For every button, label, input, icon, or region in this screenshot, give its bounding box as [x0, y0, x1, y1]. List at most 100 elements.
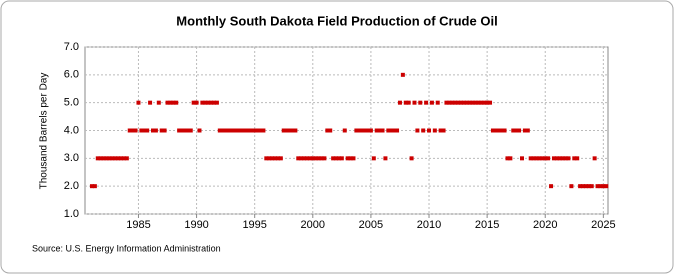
point [554, 156, 559, 161]
point [485, 100, 490, 105]
point [238, 128, 243, 133]
point [255, 128, 260, 133]
point [287, 128, 292, 133]
point [505, 156, 510, 161]
point [191, 100, 196, 105]
point [177, 128, 182, 133]
point [421, 128, 426, 133]
source: Source: U.S. Energy Information Administ… [32, 243, 221, 253]
point [368, 128, 373, 133]
point [444, 100, 449, 105]
point [345, 156, 350, 161]
point [467, 100, 472, 105]
point [447, 100, 452, 105]
point [270, 156, 275, 161]
point [363, 128, 368, 133]
point [476, 100, 481, 105]
point [470, 100, 475, 105]
point [200, 100, 205, 105]
point [89, 184, 94, 189]
x-tick-label: 1990 [184, 219, 208, 231]
point [601, 184, 606, 189]
point [267, 156, 272, 161]
point [139, 128, 144, 133]
point [508, 156, 513, 161]
point [592, 156, 597, 161]
point [180, 128, 185, 133]
point [290, 128, 295, 133]
point [581, 184, 586, 189]
point [217, 128, 222, 133]
point [392, 128, 397, 133]
point [113, 156, 118, 161]
point [316, 156, 321, 161]
point [322, 156, 327, 161]
point [252, 128, 257, 133]
point [458, 100, 463, 105]
point [162, 128, 167, 133]
point [540, 156, 545, 161]
point [389, 128, 394, 133]
point [124, 156, 129, 161]
point [220, 128, 225, 133]
point [409, 156, 414, 161]
point [450, 100, 455, 105]
point [586, 184, 591, 189]
point [514, 128, 519, 133]
point [296, 156, 301, 161]
point [171, 100, 176, 105]
point [194, 100, 199, 105]
point [412, 100, 417, 105]
x-tick-label: 2015 [475, 219, 499, 231]
point [293, 128, 298, 133]
point [366, 128, 371, 133]
point [517, 128, 522, 133]
point [119, 156, 124, 161]
point [304, 156, 309, 161]
point [229, 128, 234, 133]
point [319, 156, 324, 161]
point [246, 128, 251, 133]
point [278, 156, 283, 161]
point [395, 128, 400, 133]
point [435, 100, 440, 105]
point [566, 156, 571, 161]
point [354, 128, 359, 133]
y-tick-label: 1.0 [64, 208, 79, 220]
point [223, 128, 228, 133]
point [499, 128, 504, 133]
y-tick-label: 3.0 [64, 152, 79, 164]
x-tick-label: 2025 [591, 219, 615, 231]
point [310, 156, 315, 161]
point [575, 156, 580, 161]
point [284, 128, 289, 133]
point [528, 156, 533, 161]
point [537, 156, 542, 161]
point [188, 128, 193, 133]
point [578, 184, 583, 189]
point [133, 128, 138, 133]
point [203, 100, 208, 105]
point [374, 128, 379, 133]
point [182, 128, 187, 133]
point [493, 128, 498, 133]
point [174, 100, 179, 105]
point [336, 156, 341, 161]
point [377, 128, 382, 133]
point [403, 100, 408, 105]
chart-title: Monthly South Dakota Field Production of… [176, 13, 497, 28]
point [400, 72, 405, 77]
point [127, 128, 132, 133]
point [441, 128, 446, 133]
point [595, 184, 600, 189]
point [339, 156, 344, 161]
point [243, 128, 248, 133]
point [397, 100, 402, 105]
point [438, 128, 443, 133]
point [156, 100, 161, 105]
x-tick-label: 2010 [417, 219, 441, 231]
point [427, 128, 432, 133]
point [551, 156, 556, 161]
point [557, 156, 562, 161]
point [589, 184, 594, 189]
